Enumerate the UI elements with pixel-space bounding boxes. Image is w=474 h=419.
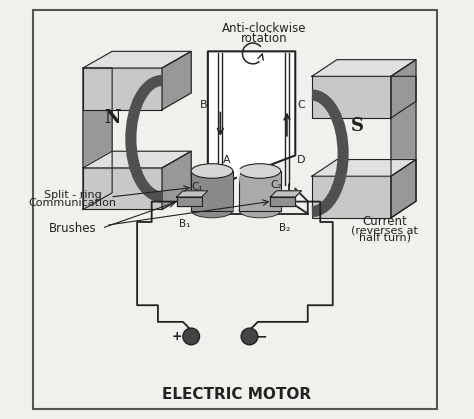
Text: A: A: [223, 155, 230, 165]
FancyBboxPatch shape: [239, 171, 281, 210]
Text: S: S: [351, 117, 364, 135]
Polygon shape: [208, 52, 295, 189]
Text: C: C: [298, 101, 305, 111]
FancyBboxPatch shape: [83, 168, 162, 210]
FancyBboxPatch shape: [312, 176, 391, 218]
Text: C₁: C₁: [191, 181, 203, 191]
Ellipse shape: [239, 203, 281, 218]
Polygon shape: [177, 191, 208, 197]
Polygon shape: [270, 197, 295, 206]
Polygon shape: [83, 68, 112, 210]
Text: Communication: Communication: [28, 198, 117, 208]
Polygon shape: [162, 52, 191, 110]
Text: ELECTRIC MOTOR: ELECTRIC MOTOR: [163, 387, 311, 402]
Text: N: N: [104, 109, 120, 127]
FancyBboxPatch shape: [191, 171, 233, 210]
FancyBboxPatch shape: [33, 10, 437, 409]
Polygon shape: [177, 197, 201, 206]
Ellipse shape: [239, 164, 281, 178]
Text: Split - ring: Split - ring: [44, 190, 101, 200]
Polygon shape: [270, 191, 301, 197]
Text: B: B: [200, 101, 208, 111]
Polygon shape: [391, 160, 416, 218]
Circle shape: [241, 328, 258, 345]
Ellipse shape: [191, 164, 233, 178]
Ellipse shape: [191, 203, 233, 218]
Text: C₂: C₂: [271, 180, 283, 190]
Polygon shape: [312, 160, 416, 176]
Text: B₂: B₂: [279, 223, 291, 233]
Polygon shape: [312, 59, 416, 76]
Polygon shape: [391, 59, 416, 118]
Text: −: −: [255, 329, 267, 344]
FancyBboxPatch shape: [312, 76, 391, 118]
Text: +: +: [171, 330, 182, 343]
Text: (reverses at: (reverses at: [351, 225, 418, 235]
Circle shape: [183, 328, 200, 345]
Text: B₁: B₁: [179, 219, 191, 229]
Polygon shape: [162, 151, 191, 210]
Text: Anti-clockwise: Anti-clockwise: [222, 22, 306, 35]
Text: Current: Current: [363, 215, 407, 228]
Polygon shape: [83, 52, 191, 68]
Text: rotation: rotation: [241, 32, 287, 45]
Text: half turn): half turn): [359, 233, 411, 243]
Polygon shape: [83, 151, 191, 168]
Text: Brushes: Brushes: [49, 222, 96, 235]
FancyBboxPatch shape: [83, 68, 162, 110]
Text: D: D: [297, 155, 306, 165]
Polygon shape: [391, 76, 416, 218]
